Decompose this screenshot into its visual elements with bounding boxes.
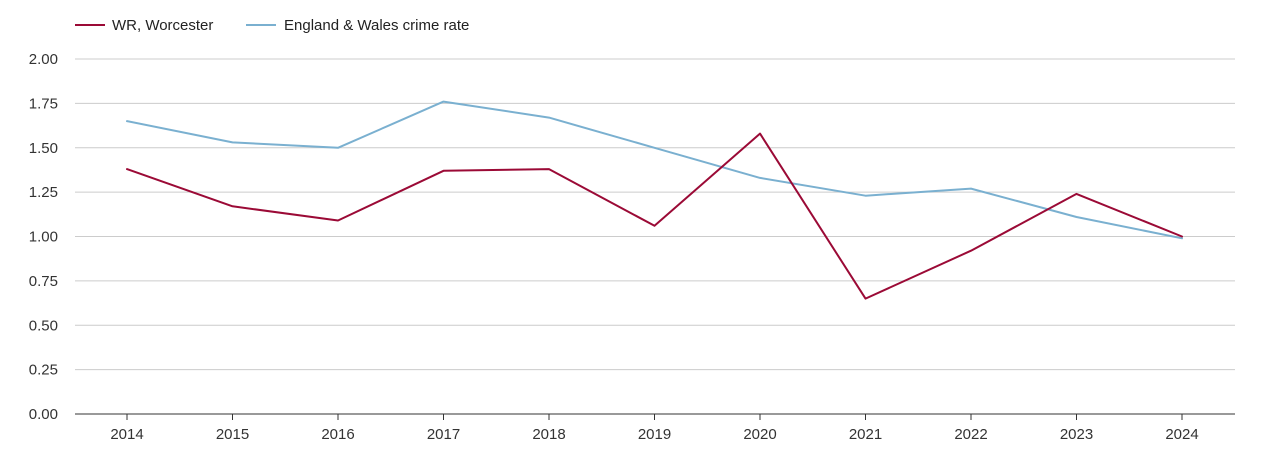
- x-tick-label: 2022: [954, 426, 987, 443]
- x-tick-label: 2017: [427, 426, 460, 443]
- series-line-england-wales: [126, 100, 1183, 240]
- series-layer: [126, 100, 1183, 300]
- y-tick-label: 0.25: [29, 362, 58, 379]
- x-tick-label: 2016: [321, 426, 354, 443]
- y-tick-label: 1.75: [29, 95, 58, 112]
- legend: WR, Worcester England & Wales crime rate: [75, 17, 469, 34]
- y-tick-label: 0.50: [29, 317, 58, 334]
- legend-item-england-wales[interactable]: England & Wales crime rate: [246, 17, 469, 34]
- x-tick-label: 2014: [110, 426, 143, 443]
- series-line-wr-worcester: [126, 132, 1183, 300]
- y-tick-label: 1.00: [29, 229, 58, 246]
- legend-label-wr-worcester: WR, Worcester: [112, 17, 213, 34]
- y-tick-label: 1.50: [29, 140, 58, 157]
- y-tick-label: 2.00: [29, 51, 58, 68]
- y-tick-label: 0.00: [29, 406, 58, 423]
- x-tick-label: 2018: [532, 426, 565, 443]
- x-tick-label: 2023: [1060, 426, 1093, 443]
- x-tick-label: 2024: [1165, 426, 1198, 443]
- x-tick-label: 2021: [849, 426, 882, 443]
- y-tick-label: 0.75: [29, 273, 58, 290]
- legend-item-wr-worcester[interactable]: WR, Worcester: [75, 17, 213, 34]
- legend-label-england-wales: England & Wales crime rate: [284, 17, 469, 34]
- x-tick-label: 2015: [216, 426, 249, 443]
- x-tick-label: 2020: [743, 426, 776, 443]
- y-axis: 0.00 0.25 0.50 0.75 1.00 1.25 1.50 1.75 2.00: [29, 51, 58, 423]
- y-tick-label: 1.25: [29, 184, 58, 201]
- x-tick-label: 2019: [638, 426, 671, 443]
- x-axis: 2014 2015 2016 2017 2018 2019 2020 2021 2022 2023…: [110, 414, 1199, 443]
- gridlines: [75, 58, 1235, 415]
